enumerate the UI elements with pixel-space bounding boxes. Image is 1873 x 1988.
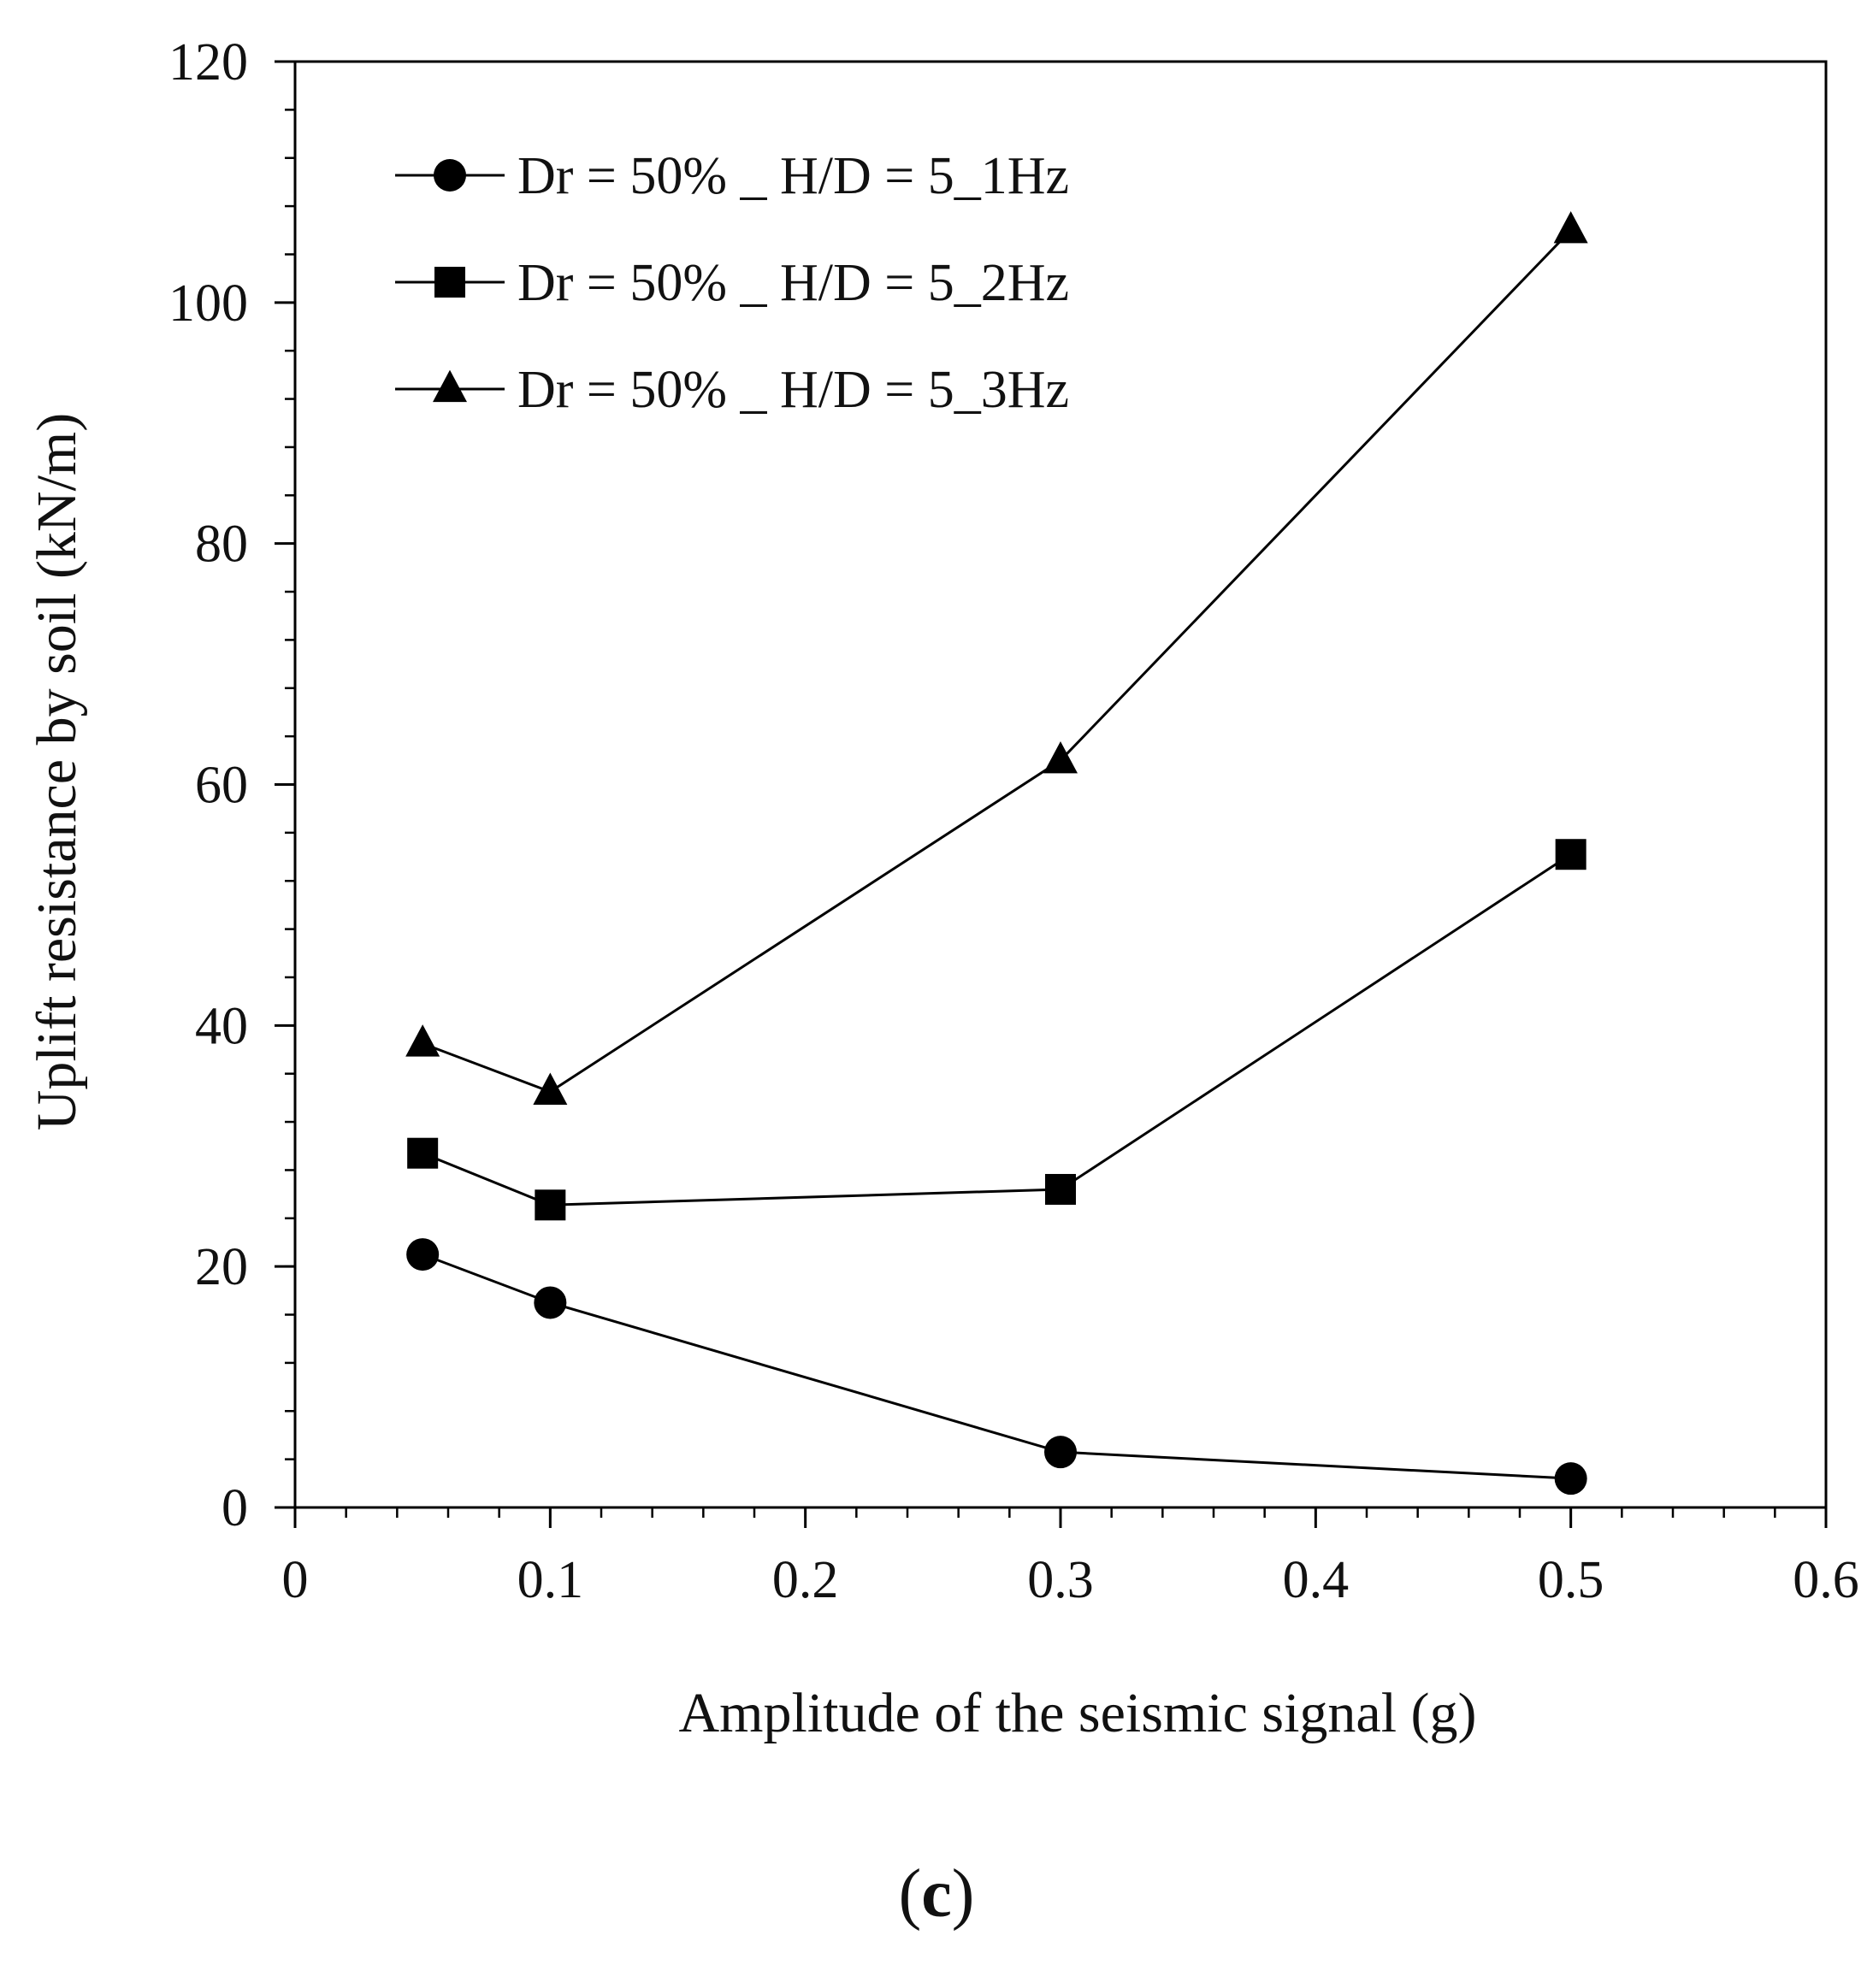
panel-label-open: ( bbox=[898, 1856, 922, 1932]
data-point-circle bbox=[1044, 1436, 1077, 1469]
legend-marker-triangle bbox=[433, 369, 467, 403]
data-point-triangle bbox=[1553, 210, 1588, 244]
y-tick-label: 60 bbox=[195, 757, 248, 815]
series-line bbox=[422, 852, 1572, 1206]
series-line bbox=[422, 1253, 1571, 1480]
x-tick-label: 0.2 bbox=[772, 1551, 839, 1609]
data-point-square bbox=[407, 1137, 439, 1169]
legend-marker-square bbox=[434, 267, 465, 298]
legend-entry: Dr = 50% _ H/D = 5_2Hz bbox=[395, 254, 1069, 312]
y-tick-label: 20 bbox=[195, 1238, 248, 1296]
series-circle bbox=[406, 1238, 1587, 1495]
y-axis-title: Uplift resistance by soil (kN/m) bbox=[26, 413, 88, 1131]
axes: 0 0.1 0.2 0.3 0.4 0.5 0.6 0 20 40 60 80 100 120 bbox=[168, 33, 1859, 1609]
legend-label: Dr = 50% _ H/D = 5_3Hz bbox=[517, 361, 1069, 419]
y-tick-label: 100 bbox=[168, 274, 248, 333]
y-tick-label: 40 bbox=[195, 997, 248, 1055]
legend-marker-circle bbox=[434, 159, 466, 192]
series-square bbox=[407, 839, 1586, 1221]
data-point-square bbox=[1045, 1173, 1076, 1205]
legend-entry: Dr = 50% _ H/D = 5_3Hz bbox=[395, 361, 1069, 419]
series-triangle bbox=[405, 210, 1588, 1105]
series-group bbox=[405, 210, 1588, 1495]
series-line bbox=[422, 229, 1572, 1094]
y-tick-label: 0 bbox=[222, 1479, 248, 1537]
data-point-square bbox=[535, 1189, 566, 1221]
legend-label: Dr = 50% _ H/D = 5_1Hz bbox=[517, 147, 1069, 205]
data-point-circle bbox=[534, 1286, 567, 1319]
x-tick-label: 0.3 bbox=[1027, 1551, 1094, 1609]
panel-label-letter: c bbox=[921, 1856, 952, 1932]
data-point-circle bbox=[406, 1238, 440, 1271]
x-tick-label: 0.5 bbox=[1538, 1551, 1604, 1609]
x-tick-label: 0.4 bbox=[1283, 1551, 1350, 1609]
data-point-triangle bbox=[405, 1024, 440, 1057]
panel-label: (c) bbox=[0, 1855, 1873, 1933]
x-axis-title: Amplitude of the seismic signal (g) bbox=[679, 1682, 1477, 1744]
data-point-triangle bbox=[533, 1072, 568, 1105]
legend-entry: Dr = 50% _ H/D = 5_1Hz bbox=[395, 147, 1069, 205]
x-tick-label: 0.1 bbox=[517, 1551, 584, 1609]
x-tick-label: 0.6 bbox=[1793, 1551, 1859, 1609]
y-tick-label: 80 bbox=[195, 516, 248, 574]
data-point-square bbox=[1555, 839, 1586, 870]
y-tick-label: 120 bbox=[168, 33, 248, 91]
data-point-circle bbox=[1554, 1462, 1587, 1495]
legend: Dr = 50% _ H/D = 5_1Hz Dr = 50% _ H/D = 5… bbox=[395, 147, 1069, 419]
legend-label: Dr = 50% _ H/D = 5_2Hz bbox=[517, 254, 1069, 312]
x-tick-label: 0 bbox=[282, 1551, 309, 1609]
panel-label-close: ) bbox=[951, 1856, 975, 1932]
data-point-triangle bbox=[1043, 740, 1078, 774]
